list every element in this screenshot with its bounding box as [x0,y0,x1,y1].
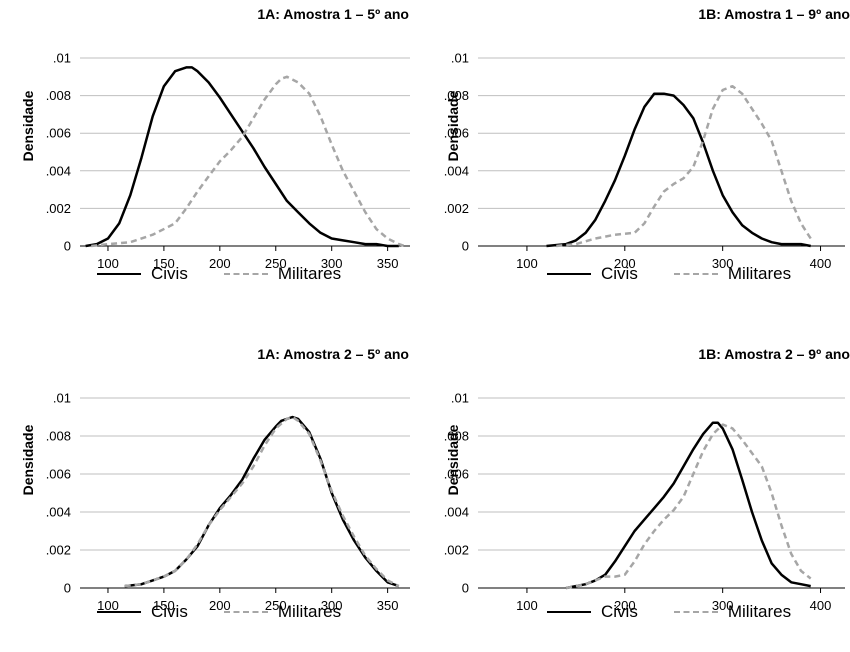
chart-plot: 0 .002 .004 .006 .008 .01 100 150 200 250 300 350 [46,51,410,271]
y-tick-label: .006 [46,126,71,141]
x-tick-label: 150 [153,598,175,613]
chart-plot: 0 .002 .004 .006 .008 .01 100 150 200 250 300 350 [46,391,410,613]
x-tick-label: 200 [614,598,636,613]
chart-title: 1B: Amostra 2 – 9º ano [698,346,850,362]
legend-swatch-civis [547,611,591,613]
x-tick-label: 250 [265,598,287,613]
legend: Civis Militares [97,264,377,284]
y-tick-label: .004 [444,505,469,520]
y-tick-label: .01 [53,51,71,66]
legend-label-militares: Militares [277,264,342,283]
legend-swatch-civis [547,273,591,275]
legend-item-civis: Civis [547,602,638,622]
x-tick-label: 400 [810,256,832,271]
x-tick-label: 300 [321,598,343,613]
legend-swatch-militares [673,611,718,613]
x-tick-label: 100 [516,598,538,613]
y-tick-label: .004 [46,505,71,520]
legend: Civis Militares [547,264,827,284]
legend-label-militares: Militares [277,602,342,621]
legend-swatch-civis [97,611,141,613]
x-tick-label: 300 [712,598,734,613]
y-tick-label: .002 [46,201,71,216]
y-tick-label: 0 [64,239,71,254]
legend-swatch-militares [223,611,268,613]
y-tick-label: .008 [444,88,469,103]
y-tick-label: .004 [46,163,71,178]
legend-item-civis: Civis [97,264,188,284]
legend-item-civis: Civis [547,264,638,284]
chart-panel-1b-amostra-1: 1B: Amostra 1 – 9º ano Densidade 0.002.0… [425,0,850,326]
legend-swatch-militares [223,273,268,275]
y-tick-label: 0 [64,581,71,596]
x-tick-label: 300 [321,256,343,271]
y-tick-label: .008 [444,429,469,444]
x-tick-label: 200 [209,256,231,271]
y-tick-label: .006 [444,467,469,482]
y-tick-label: .006 [444,126,469,141]
y-tick-label: .01 [451,51,469,66]
chart-panel-1b-amostra-2: 1B: Amostra 2 – 9º ano Densidade 0.002.0… [425,326,850,652]
chart-plot: 0 .002 .004 .006 .008 .01 100 200 300 400 [444,51,845,271]
x-tick-label: 350 [377,598,399,613]
y-tick-label: .006 [46,467,71,482]
legend-label-civis: Civis [151,602,188,621]
y-tick-label: 0 [462,581,469,596]
legend-label-civis: Civis [151,264,188,283]
x-tick-label: 200 [614,256,636,271]
x-tick-label: 400 [810,598,832,613]
series-line-militares [91,75,405,248]
legend: Civis Militares [547,602,827,622]
series-line-civis [124,415,400,588]
y-tick-label: 0 [462,239,469,254]
y-tick-label: .004 [444,163,469,178]
legend-item-civis: Civis [97,602,188,622]
series-line-militares [124,415,400,588]
legend-label-civis: Civis [601,602,638,621]
x-tick-label: 300 [712,256,734,271]
legend-swatch-civis [97,273,141,275]
chart-title: 1B: Amostra 1 – 9º ano [698,6,850,22]
x-tick-label: 350 [377,256,399,271]
y-tick-label: .002 [444,543,469,558]
y-tick-label: .008 [46,429,71,444]
legend-label-militares: Militares [727,602,792,621]
series-line-civis [85,66,399,248]
x-tick-label: 200 [209,598,231,613]
legend-label-civis: Civis [601,264,638,283]
x-tick-label: 100 [97,256,119,271]
x-tick-label: 100 [516,256,538,271]
series-line-civis [546,92,811,248]
legend-item-militares: Militares [223,602,342,622]
legend-item-militares: Militares [673,264,792,284]
x-tick-label: 100 [97,598,119,613]
legend-label-militares: Militares [727,264,792,283]
series-line-militares [565,423,812,590]
y-tick-label: .008 [46,88,71,103]
chart-title: 1A: Amostra 1 – 5º ano [257,6,409,22]
legend-item-militares: Militares [223,264,342,284]
series-line-militares [556,84,812,248]
chart-title: 1A: Amostra 2 – 5º ano [257,346,409,362]
y-tick-label: .002 [444,201,469,216]
legend-swatch-militares [673,273,718,275]
legend-item-militares: Militares [673,602,792,622]
legend: Civis Militares [97,602,377,622]
x-tick-label: 250 [265,256,287,271]
chart-panel-1a-amostra-2: 1A: Amostra 2 – 5º ano Densidade 0.002.0… [0,326,425,652]
chart-plot: 0 .002 .004 .006 .008 .01 100 200 300 400 [444,391,845,613]
series-line-civis [565,421,811,590]
x-tick-label: 150 [153,256,175,271]
chart-panel-1a-amostra-1: 1A: Amostra 1 – 5º ano Densidade 0.002.0… [0,0,425,326]
y-tick-label: .002 [46,543,71,558]
y-tick-label: .01 [451,391,469,406]
y-tick-label: .01 [53,391,71,406]
